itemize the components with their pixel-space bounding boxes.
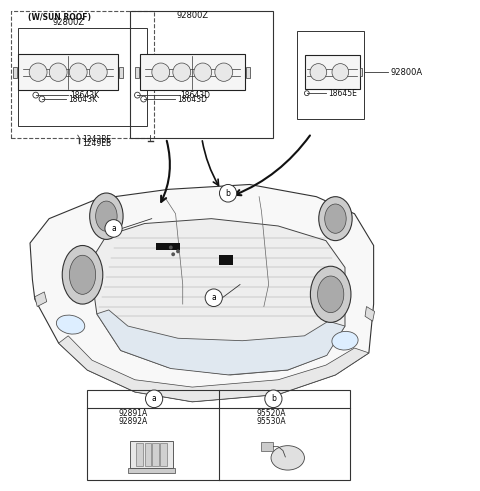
Circle shape <box>39 96 45 102</box>
Text: 1249EB: 1249EB <box>83 139 112 148</box>
Circle shape <box>49 63 67 82</box>
Ellipse shape <box>324 204 346 233</box>
Ellipse shape <box>311 266 351 323</box>
Polygon shape <box>97 310 345 375</box>
Circle shape <box>332 64 348 81</box>
Text: (W/SUN ROOF): (W/SUN ROOF) <box>28 12 91 22</box>
Circle shape <box>69 63 87 82</box>
Text: a: a <box>111 224 116 233</box>
Circle shape <box>145 390 163 408</box>
Text: 95530A: 95530A <box>257 417 287 426</box>
Ellipse shape <box>70 255 96 294</box>
Circle shape <box>215 63 233 82</box>
Circle shape <box>33 92 38 98</box>
Text: 92892A: 92892A <box>118 417 147 426</box>
Text: a: a <box>152 394 156 403</box>
Text: 1243BE: 1243BE <box>83 135 112 143</box>
Circle shape <box>171 252 175 256</box>
Bar <box>136 443 143 466</box>
Bar <box>297 30 364 118</box>
Text: 18643K: 18643K <box>71 91 100 100</box>
Bar <box>246 67 250 78</box>
Polygon shape <box>90 218 345 375</box>
Ellipse shape <box>56 315 85 334</box>
Circle shape <box>134 92 140 98</box>
Circle shape <box>265 390 282 408</box>
Bar <box>218 255 233 265</box>
Text: 95520A: 95520A <box>257 409 286 418</box>
Text: b: b <box>271 394 276 403</box>
Circle shape <box>219 185 237 202</box>
Polygon shape <box>59 336 369 402</box>
Polygon shape <box>365 306 374 321</box>
Ellipse shape <box>90 193 123 240</box>
Circle shape <box>141 96 146 102</box>
Bar <box>13 67 17 78</box>
Ellipse shape <box>318 276 344 313</box>
Polygon shape <box>35 292 47 306</box>
Bar <box>130 11 274 138</box>
Text: 18643K: 18643K <box>68 95 97 104</box>
Bar <box>128 468 175 473</box>
Bar <box>140 54 245 90</box>
Text: 18645E: 18645E <box>328 89 357 98</box>
Bar <box>18 28 147 126</box>
Polygon shape <box>30 185 373 402</box>
Circle shape <box>176 249 180 253</box>
Text: b: b <box>226 189 230 198</box>
Ellipse shape <box>62 246 103 304</box>
Bar <box>135 67 139 78</box>
Polygon shape <box>156 243 180 250</box>
Circle shape <box>304 91 309 96</box>
Circle shape <box>169 246 173 249</box>
Ellipse shape <box>332 331 358 350</box>
Bar <box>130 441 173 468</box>
Bar <box>305 55 360 89</box>
Circle shape <box>89 63 107 82</box>
Ellipse shape <box>271 446 304 470</box>
Text: 18643D: 18643D <box>177 95 207 104</box>
Bar <box>119 67 123 78</box>
Circle shape <box>105 219 122 237</box>
Bar <box>152 443 159 466</box>
Bar <box>160 443 167 466</box>
Bar <box>262 442 274 451</box>
Text: 92891A: 92891A <box>118 409 147 418</box>
Ellipse shape <box>319 197 352 241</box>
Circle shape <box>173 63 191 82</box>
Circle shape <box>29 63 47 82</box>
Circle shape <box>152 63 170 82</box>
Text: a: a <box>211 293 216 302</box>
Circle shape <box>310 64 327 81</box>
Bar <box>87 389 350 480</box>
Text: 92800A: 92800A <box>390 68 422 77</box>
Text: 92800Z: 92800Z <box>176 11 208 20</box>
Text: 92800Z: 92800Z <box>52 18 84 27</box>
Circle shape <box>205 289 222 306</box>
Text: 18643D: 18643D <box>180 91 210 100</box>
Circle shape <box>194 63 212 82</box>
Bar <box>360 68 362 76</box>
Bar <box>18 54 118 90</box>
Bar <box>144 443 151 466</box>
Ellipse shape <box>96 201 117 231</box>
